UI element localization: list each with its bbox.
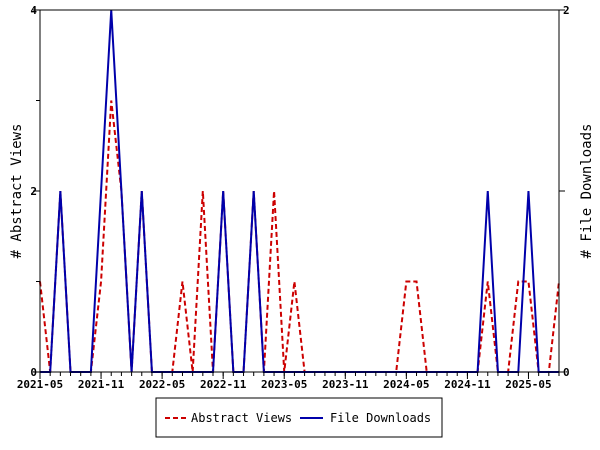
y-axis-right-title: # File Downloads — [579, 124, 595, 259]
axes — [33, 9, 565, 379]
y-left-tick-label: 0 — [30, 366, 37, 379]
x-tick-label: 2025-05 — [505, 378, 551, 391]
x-tick-label: 2021-05 — [17, 378, 63, 391]
y-left-tick-label: 2 — [30, 185, 37, 198]
legend-box — [155, 397, 443, 438]
y-right-tick-label: 2 — [563, 4, 570, 17]
legend: Abstract Views File Downloads — [155, 397, 443, 438]
y-axis-left-title: # Abstract Views — [9, 124, 25, 259]
series-line-file-downloads — [40, 9, 559, 373]
x-tick-label: 2021-11 — [78, 378, 125, 391]
legend-label-abstract-views: Abstract Views — [191, 411, 292, 425]
x-tick-label: 2022-11 — [200, 378, 247, 391]
tick-labels: 2021-05 2021-11 2022-05 2022-11 2023-05 2023-… — [17, 4, 570, 391]
x-tick-label: 2022-05 — [139, 378, 185, 391]
legend-label-file-downloads: File Downloads — [330, 411, 431, 425]
x-tick-label: 2024-05 — [383, 378, 429, 391]
y-right-tick-label: 0 — [563, 366, 570, 379]
plot-area — [39, 9, 560, 373]
x-tick-label: 2023-05 — [261, 378, 307, 391]
x-tick-label: 2024-11 — [444, 378, 491, 391]
x-tick-label: 2023-11 — [322, 378, 369, 391]
y-left-tick-label: 4 — [30, 4, 37, 17]
